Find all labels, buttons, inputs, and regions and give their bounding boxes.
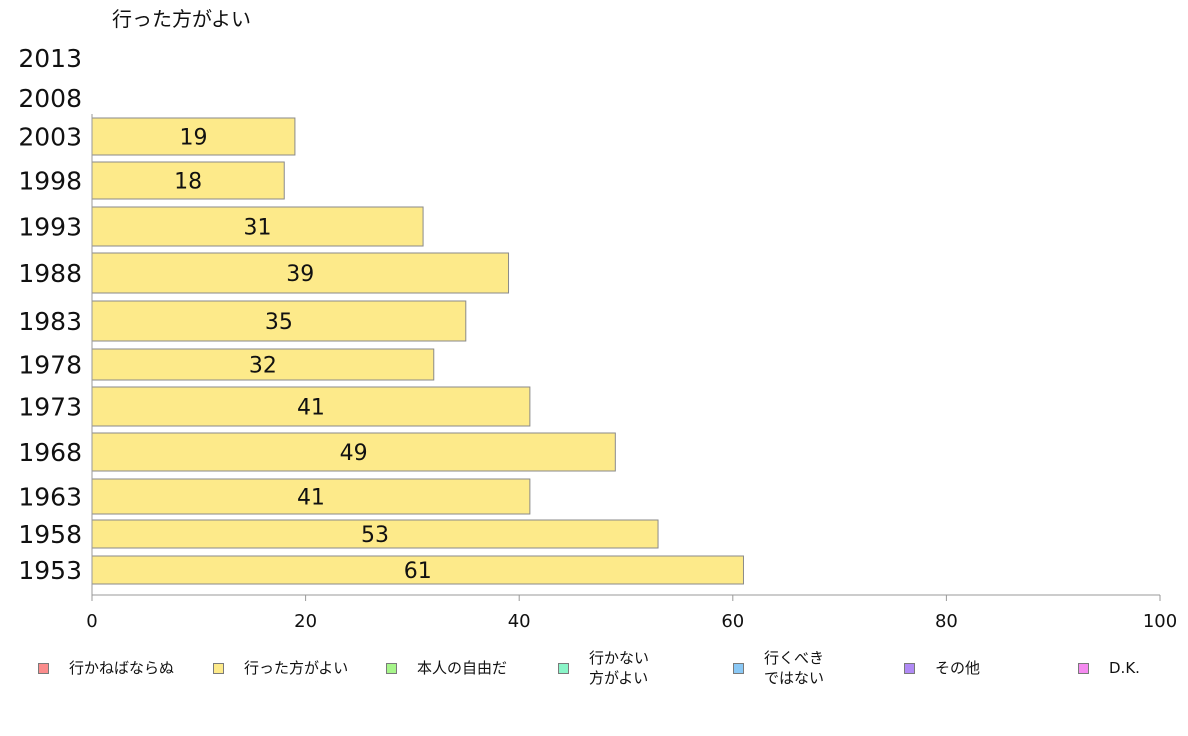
category-label: 1973	[18, 393, 82, 422]
legend-label: その他	[935, 659, 981, 677]
category-label: 2008	[18, 84, 82, 113]
legend-label: D.K.	[1109, 659, 1140, 677]
bar-value-label: 19	[179, 126, 207, 151]
x-tick-label: 40	[508, 611, 531, 632]
bar	[91, 206, 424, 247]
legend-item: 行かねばならぬ	[38, 646, 174, 690]
legend-swatch	[733, 662, 744, 674]
bar	[91, 386, 531, 427]
x-tick-label: 60	[721, 611, 744, 632]
category-label: 1988	[18, 259, 82, 288]
chart-title: 行った方がよい	[112, 7, 251, 31]
bar	[91, 519, 659, 549]
bar	[91, 117, 296, 156]
x-tick-label: 20	[294, 611, 317, 632]
bar	[91, 252, 510, 294]
legend-label: 行かない 方がよい	[589, 649, 650, 687]
category-label: 1993	[18, 213, 82, 242]
legend-item: その他	[904, 646, 980, 690]
legend-label: 行くべき ではない	[764, 649, 825, 687]
legend-label: 行かねばならぬ	[69, 659, 175, 677]
category-label: 1983	[18, 307, 82, 336]
bar-value-label: 41	[297, 486, 325, 511]
bar-value-label: 49	[340, 441, 368, 466]
bar-value-label: 39	[286, 262, 314, 287]
legend-swatch	[386, 662, 397, 674]
legend: 行かねばならぬ 行った方がよい 本人の自由だ 行かない 方がよい 行くべき ではない その…	[38, 646, 1178, 690]
bar-value-label: 32	[249, 354, 277, 379]
legend-swatch	[213, 662, 224, 674]
category-label: 1968	[18, 438, 82, 467]
category-label: 1963	[18, 483, 82, 512]
bar-chart: 行った方がよい 2013 2008 2003 19 1998 18 1993 31 1988 39…	[18, 7, 1177, 632]
bar	[91, 555, 744, 585]
category-label: 2003	[18, 123, 82, 152]
legend-label: 本人の自由だ	[417, 659, 508, 677]
bar	[91, 300, 467, 342]
legend-item: D.K.	[1078, 646, 1140, 690]
bar	[91, 161, 285, 200]
bar-value-label: 31	[244, 216, 272, 241]
bar-value-label: 18	[174, 170, 202, 195]
category-label: 1978	[18, 351, 82, 380]
x-tick-label: 100	[1143, 611, 1177, 632]
category-label: 1958	[18, 520, 82, 549]
x-tick-label: 0	[86, 611, 97, 632]
x-tick-label: 80	[935, 611, 958, 632]
bar-value-label: 53	[361, 523, 389, 548]
legend-label: 行った方がよい	[244, 659, 349, 677]
category-label: 1998	[18, 167, 82, 196]
legend-swatch	[558, 662, 569, 674]
legend-swatch	[904, 662, 915, 674]
legend-swatch	[1078, 662, 1089, 674]
legend-item: 行くべき ではない	[733, 646, 824, 690]
bar-value-label: 61	[404, 559, 432, 584]
bar-value-label: 35	[265, 310, 293, 335]
legend-item: 行った方がよい	[213, 646, 348, 690]
bar-value-label: 41	[297, 396, 325, 421]
legend-item: 行かない 方がよい	[558, 646, 649, 690]
category-label: 1953	[18, 556, 82, 585]
category-label: 2013	[18, 44, 82, 73]
legend-swatch	[38, 662, 49, 674]
legend-item: 本人の自由だ	[386, 646, 507, 690]
